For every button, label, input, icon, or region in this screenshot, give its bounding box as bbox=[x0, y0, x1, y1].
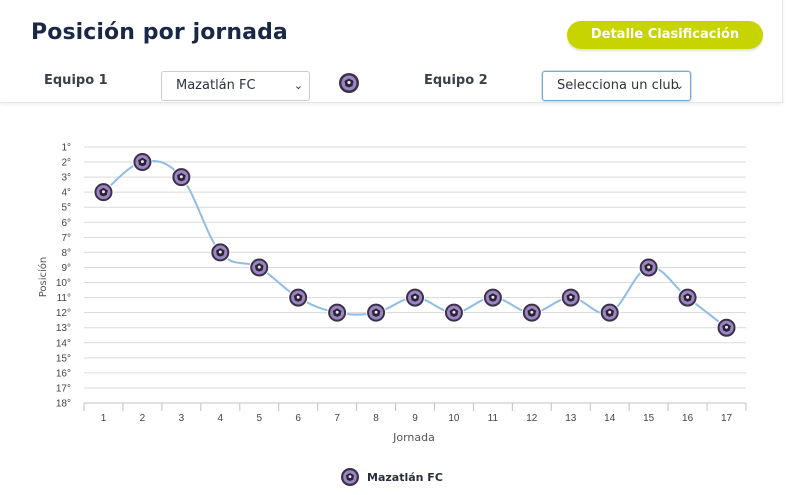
y-tick-label: 17° bbox=[56, 383, 71, 394]
x-tick-label: 8 bbox=[373, 413, 379, 424]
club-badge-icon bbox=[339, 73, 359, 93]
team2-label: Equipo 2 bbox=[424, 73, 488, 88]
x-tick-label: 5 bbox=[256, 413, 262, 424]
y-tick-label: 12° bbox=[56, 308, 71, 319]
x-tick-label: 4 bbox=[218, 413, 224, 424]
x-tick-label: 12 bbox=[526, 413, 538, 424]
data-point-badge[interactable] bbox=[482, 287, 503, 308]
team2-select-value: Selecciona un club bbox=[557, 78, 679, 93]
x-tick-label: 11 bbox=[488, 413, 499, 424]
x-tick-label: 13 bbox=[565, 413, 577, 424]
filter-panel: Posición por jornada Detalle Clasificaci… bbox=[0, 0, 783, 103]
x-tick-label: 6 bbox=[295, 413, 301, 424]
data-point-badge[interactable] bbox=[210, 242, 231, 263]
legend-label[interactable]: Mazatlán FC bbox=[367, 471, 443, 484]
data-point-badge[interactable] bbox=[288, 287, 309, 308]
y-axis-title: Posición bbox=[37, 257, 49, 298]
y-tick-label: 8° bbox=[61, 248, 71, 259]
legend-badge-icon[interactable] bbox=[340, 467, 360, 487]
data-point-badge[interactable] bbox=[560, 287, 581, 308]
team2-select[interactable]: Selecciona un club ⌄ bbox=[542, 71, 691, 101]
y-tick-label: 1° bbox=[61, 143, 71, 154]
x-tick-label: 14 bbox=[604, 413, 616, 424]
y-tick-label: 6° bbox=[61, 218, 71, 229]
chevron-down-icon: ⌄ bbox=[293, 79, 303, 92]
detalle-clasificacion-button[interactable]: Detalle Clasificación bbox=[567, 21, 763, 49]
data-point-badge[interactable] bbox=[599, 302, 620, 323]
team1-select[interactable]: Mazatlán FC ⌄ bbox=[161, 71, 310, 101]
x-tick-label: 10 bbox=[448, 413, 460, 424]
y-tick-label: 13° bbox=[56, 323, 71, 334]
data-point-badge[interactable] bbox=[132, 152, 153, 173]
x-tick-label: 9 bbox=[412, 413, 418, 424]
x-tick-label: 7 bbox=[334, 413, 340, 424]
y-tick-label: 16° bbox=[56, 368, 71, 379]
data-point-badge[interactable] bbox=[443, 302, 464, 323]
x-tick-label: 3 bbox=[179, 413, 185, 424]
y-tick-label: 15° bbox=[56, 353, 71, 364]
y-tick-label: 5° bbox=[61, 203, 71, 214]
data-point-badge[interactable] bbox=[93, 182, 114, 203]
x-tick-label: 16 bbox=[682, 413, 694, 424]
team1-label: Equipo 1 bbox=[44, 73, 108, 88]
x-tick-label: 17 bbox=[721, 413, 733, 424]
chevron-down-icon: ⌄ bbox=[674, 79, 684, 92]
y-tick-label: 7° bbox=[61, 233, 71, 244]
y-tick-label: 10° bbox=[56, 278, 71, 289]
data-point-badge[interactable] bbox=[405, 287, 425, 308]
y-tick-label: 3° bbox=[61, 173, 71, 184]
data-point-badge[interactable] bbox=[638, 257, 659, 278]
x-axis-title: Jornada bbox=[392, 431, 435, 444]
team1-select-value: Mazatlán FC bbox=[176, 78, 256, 93]
y-tick-label: 11° bbox=[57, 293, 71, 304]
data-point-badge[interactable] bbox=[327, 302, 348, 323]
data-point-badge[interactable] bbox=[716, 317, 737, 338]
data-point-badge[interactable] bbox=[171, 167, 192, 188]
y-tick-label: 18° bbox=[56, 399, 71, 410]
y-tick-label: 2° bbox=[61, 158, 71, 169]
page-title: Posición por jornada bbox=[31, 20, 288, 45]
data-point-badge[interactable] bbox=[677, 287, 698, 308]
x-tick-label: 15 bbox=[643, 413, 655, 424]
data-point-badge[interactable] bbox=[366, 302, 387, 323]
y-tick-label: 14° bbox=[56, 338, 71, 349]
data-point-badge[interactable] bbox=[521, 302, 542, 323]
x-tick-label: 2 bbox=[140, 413, 146, 424]
y-tick-label: 9° bbox=[61, 263, 71, 274]
x-tick-label: 1 bbox=[101, 413, 107, 424]
data-point-badge[interactable] bbox=[249, 257, 270, 278]
y-tick-label: 4° bbox=[61, 188, 71, 199]
